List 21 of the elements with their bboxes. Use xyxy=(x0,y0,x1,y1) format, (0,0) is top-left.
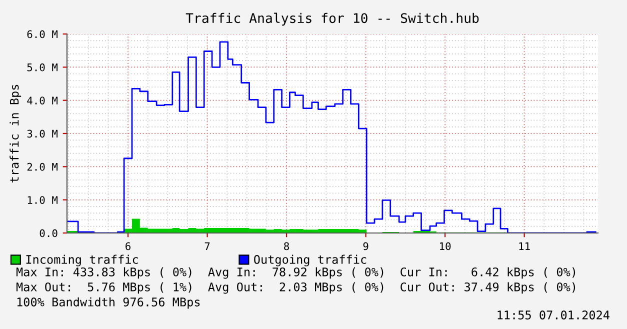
chart-title: Traffic Analysis for 10 -- Switch.hub xyxy=(186,12,479,26)
y-tick-label: 2.0 M xyxy=(27,162,58,171)
legend-label: Incoming traffic xyxy=(26,254,138,266)
x-tick-label: 10 xyxy=(440,242,451,250)
y-tick-label: 6.0 M xyxy=(27,30,58,38)
y-tick-label: 4.0 M xyxy=(27,96,58,104)
text: 100% Bandwidth 976.56 MBps xyxy=(17,297,200,309)
x-tick-label: 7 xyxy=(204,242,210,250)
text: Max In: 433.83 kBps ( 0%) Avg In: 78.92 kBps ( 0%) Cur In: 6.42 kBps ( 0%) xyxy=(16,267,576,279)
text: 11:55 07.01.2024 xyxy=(498,310,610,320)
y-tick-label: 5.0 M xyxy=(27,63,58,72)
legend-label: Outgoing traffic xyxy=(254,254,366,266)
y-axis-title: traffic in Bps xyxy=(10,84,22,182)
y-tick-label: 1.0 M xyxy=(28,196,58,204)
y-tick-label: 3.0 M xyxy=(27,130,58,138)
x-tick-label: 8 xyxy=(284,242,290,250)
x-tick-label: 6 xyxy=(126,242,130,250)
x-tick-label: 11 xyxy=(519,242,530,250)
x-tick-label: 9 xyxy=(363,242,368,250)
text: Max Out: 5.76 MBps ( 1%) Avg Out: 2.03 MBps ( 0%) Cur Out: 37.49 kBps ( 0%) xyxy=(16,282,576,294)
y-tick-label: 0.0 xyxy=(40,229,58,238)
